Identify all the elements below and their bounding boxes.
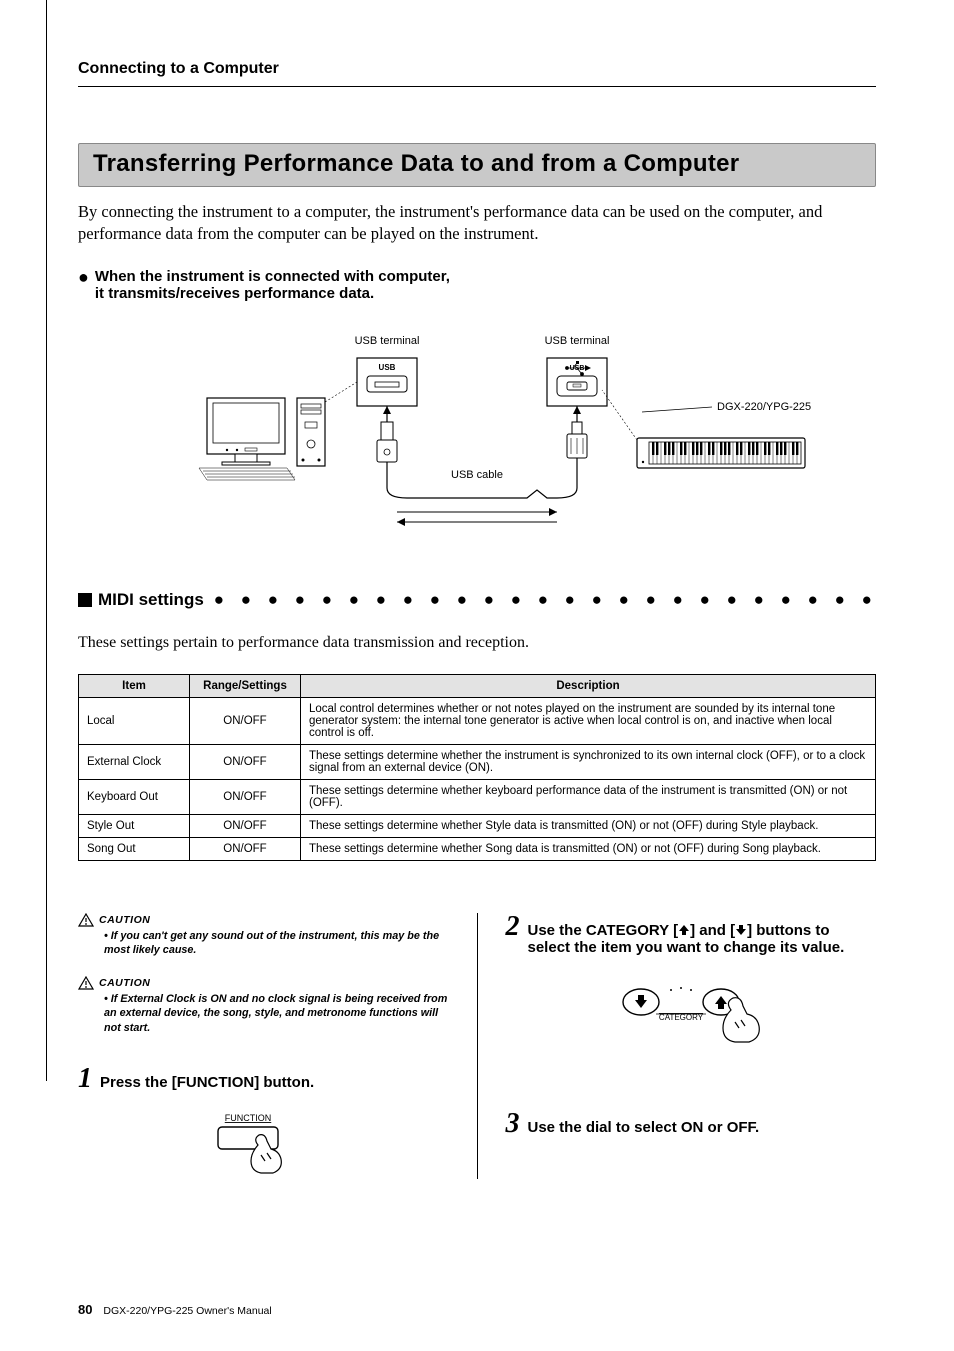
th-item: Item — [79, 674, 190, 697]
svg-text:DGX-220/YPG-225: DGX-220/YPG-225 — [717, 401, 811, 413]
dot-leader: ● ● ● ● ● ● ● ● ● ● ● ● ● ● ● ● ● ● ● ● … — [214, 590, 876, 610]
table-row: External Clock ON/OFF These settings det… — [79, 744, 876, 779]
step-2: 2 Use the CATEGORY [] and [] buttons to … — [506, 913, 877, 956]
caution-block-2: CAUTION • If External Clock is ON and no… — [78, 976, 449, 1036]
cell-range: ON/OFF — [190, 814, 301, 837]
cell-item: External Clock — [79, 744, 190, 779]
table-row: Keyboard Out ON/OFF These settings deter… — [79, 779, 876, 814]
caution-text-1: • If you can't get any sound out of the … — [104, 929, 449, 958]
midi-settings-table: Item Range/Settings Description Local ON… — [78, 674, 876, 861]
cell-desc: Local control determines whether or not … — [301, 697, 876, 744]
caution-block-1: CAUTION • If you can't get any sound out… — [78, 913, 449, 958]
svg-text:USB: USB — [379, 363, 396, 372]
cell-range: ON/OFF — [190, 837, 301, 860]
th-range: Range/Settings — [190, 674, 301, 697]
running-header: Connecting to a Computer — [78, 0, 876, 78]
cell-range: ON/OFF — [190, 744, 301, 779]
caution-text-2: • If External Clock is ON and no clock s… — [104, 992, 449, 1036]
step-3: 3 Use the dial to select ON or OFF. — [506, 1110, 877, 1138]
connection-diagram: USB terminal USB terminal USB cable DGX-… — [78, 330, 876, 530]
sub-heading-line1: When the instrument is connected with co… — [95, 268, 450, 285]
cell-desc: These settings determine whether Style d… — [301, 814, 876, 837]
cell-desc: These settings determine whether keyboar… — [301, 779, 876, 814]
svg-text:USB cable: USB cable — [451, 469, 503, 481]
up-arrow-icon — [678, 924, 690, 936]
down-arrow-icon — [735, 924, 747, 936]
column-divider — [477, 913, 478, 1180]
page-footer: 80 DGX-220/YPG-225 Owner's Manual — [78, 1302, 272, 1317]
th-desc: Description — [301, 674, 876, 697]
svg-text:USB terminal: USB terminal — [545, 335, 610, 347]
cell-range: ON/OFF — [190, 779, 301, 814]
cell-desc: These settings determine whether Song da… — [301, 837, 876, 860]
page-number: 80 — [78, 1302, 92, 1317]
header-rule — [78, 86, 876, 87]
step-1: 1 Press the [FUNCTION] button. — [78, 1065, 449, 1093]
svg-text:FUNCTION: FUNCTION — [225, 1113, 272, 1123]
step-number-2: 2 — [506, 913, 520, 941]
table-row: Style Out ON/OFF These settings determin… — [79, 814, 876, 837]
square-icon — [78, 593, 92, 607]
step-1-text: Press the [FUNCTION] button. — [100, 1074, 314, 1091]
step-number-3: 3 — [506, 1110, 520, 1138]
cell-item: Local — [79, 697, 190, 744]
step-2-text: Use the CATEGORY [] and [] buttons to se… — [528, 922, 877, 956]
svg-text:USB terminal: USB terminal — [355, 335, 420, 347]
caution-label-text: CAUTION — [99, 914, 150, 926]
caution-label-text: CAUTION — [99, 977, 150, 989]
table-row: Local ON/OFF Local control determines wh… — [79, 697, 876, 744]
table-row: Song Out ON/OFF These settings determine… — [79, 837, 876, 860]
margin-line — [46, 0, 47, 1081]
right-column: 2 Use the CATEGORY [] and [] buttons to … — [506, 913, 877, 1180]
function-button-diagram: FUNCTION — [78, 1109, 449, 1179]
intro-text: By connecting the instrument to a comput… — [78, 201, 876, 246]
category-buttons-diagram: CATEGORY — [506, 972, 877, 1062]
bullet-icon: ● — [78, 268, 89, 286]
left-column: CAUTION • If you can't get any sound out… — [78, 913, 449, 1180]
step-number-1: 1 — [78, 1065, 92, 1093]
footer-text: DGX-220/YPG-225 Owner's Manual — [103, 1305, 271, 1317]
cell-item: Song Out — [79, 837, 190, 860]
step-3-text: Use the dial to select ON or OFF. — [528, 1119, 760, 1136]
warning-icon — [78, 976, 94, 990]
warning-icon — [78, 913, 94, 927]
cell-desc: These settings determine whether the ins… — [301, 744, 876, 779]
midi-heading: MIDI settings ● ● ● ● ● ● ● ● ● ● ● ● ● … — [78, 590, 876, 610]
midi-heading-text: MIDI settings — [98, 590, 204, 610]
cell-item: Style Out — [79, 814, 190, 837]
sub-heading-line2: it transmits/receives performance data. — [95, 285, 450, 302]
sub-heading: ● When the instrument is connected with … — [78, 268, 876, 302]
midi-intro: These settings pertain to performance da… — [78, 634, 876, 652]
cell-item: Keyboard Out — [79, 779, 190, 814]
connection-diagram-svg: USB terminal USB terminal USB cable DGX-… — [137, 330, 817, 530]
cell-range: ON/OFF — [190, 697, 301, 744]
section-title: Transferring Performance Data to and fro… — [78, 143, 876, 187]
